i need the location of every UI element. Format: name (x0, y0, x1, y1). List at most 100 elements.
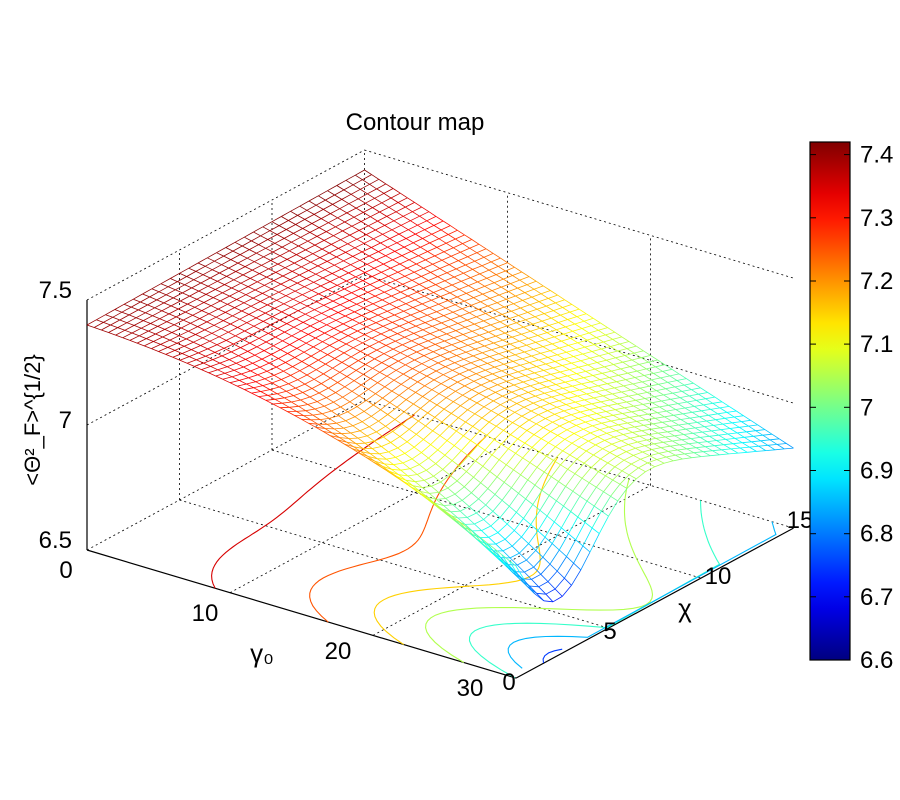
mesh-segment (358, 452, 367, 458)
mesh-segment (652, 423, 661, 429)
mesh-segment (294, 286, 305, 292)
mesh-segment (463, 272, 471, 278)
mesh-segment (241, 370, 251, 375)
mesh-segment (349, 395, 360, 403)
mesh-segment (450, 511, 459, 519)
mesh-segment (517, 438, 526, 444)
mesh-segment (696, 400, 704, 406)
mesh-segment (440, 292, 451, 297)
mesh-segment (233, 339, 243, 345)
mesh-segment (424, 385, 433, 391)
mesh-segment (529, 362, 537, 367)
mesh-segment (534, 484, 543, 491)
mesh-segment (646, 368, 654, 374)
mesh-segment (348, 366, 357, 371)
mesh-segment (332, 296, 343, 302)
colorbar-tick-label: 7.1 (860, 331, 893, 358)
mesh-segment (678, 373, 687, 379)
mesh-segment (168, 308, 179, 315)
mesh-segment (139, 330, 149, 337)
mesh-segment (513, 457, 524, 471)
mesh-segment (370, 378, 378, 384)
mesh-segment (382, 465, 390, 472)
mesh-segment (236, 359, 246, 364)
mesh-segment (165, 350, 176, 355)
mesh-segment (324, 269, 333, 274)
mesh-segment (340, 406, 349, 413)
mesh-segment (593, 448, 603, 456)
mesh-segment (305, 249, 313, 255)
mesh-segment (458, 285, 469, 290)
mesh-segment (386, 369, 397, 377)
mesh-segment (188, 326, 198, 332)
mesh-segment (193, 274, 204, 281)
mesh-segment (447, 355, 457, 360)
mesh-segment (482, 465, 491, 472)
mesh-segment (527, 467, 538, 481)
mesh-segment (617, 403, 625, 409)
mesh-segment (537, 515, 548, 532)
mesh-segment (524, 566, 534, 573)
mesh-segment (255, 284, 265, 291)
mesh-segment (400, 291, 409, 297)
mesh-segment (441, 413, 452, 423)
mesh-segment (278, 287, 289, 293)
mesh-segment (366, 326, 374, 331)
mesh-segment (351, 221, 362, 227)
mesh-segment (630, 387, 641, 391)
mesh-segment (492, 253, 501, 259)
mesh-segment (694, 404, 704, 407)
mesh-segment (644, 396, 655, 399)
mesh-segment (310, 325, 318, 330)
mesh-segment (500, 257, 508, 264)
mesh-segment (378, 178, 387, 185)
mesh-segment (550, 425, 560, 432)
mesh-segment (249, 342, 258, 348)
mesh-segment (274, 303, 284, 309)
x-tick-label: 20 (325, 638, 352, 665)
mesh-segment (263, 350, 272, 355)
mesh-segment (337, 382, 346, 388)
mesh-segment (560, 464, 568, 470)
mesh-segment (586, 391, 596, 395)
mesh-segment (364, 272, 373, 277)
mesh-segment (541, 489, 550, 496)
mesh-segment (257, 374, 266, 380)
mesh-segment (308, 334, 316, 339)
mesh-segment (615, 430, 624, 435)
mesh-segment (247, 252, 257, 259)
mesh-segment (427, 340, 436, 345)
mesh-segment (632, 432, 640, 437)
mesh-segment (586, 393, 594, 399)
mesh-segment (358, 296, 366, 301)
mesh-segment (162, 336, 171, 341)
mesh-segment (435, 344, 443, 349)
mesh-segment (374, 460, 383, 467)
mesh-segment (385, 255, 393, 261)
mesh-segment (474, 256, 485, 262)
mesh-segment (287, 348, 298, 354)
mesh-segment (580, 409, 590, 413)
mesh-segment (240, 347, 248, 352)
mesh-segment (255, 317, 264, 322)
mesh-segment (498, 350, 509, 355)
mesh-segment (467, 341, 478, 346)
mesh-segment (609, 374, 619, 378)
mesh-segment (519, 419, 530, 427)
mesh-segment (600, 401, 609, 407)
mesh-segment (347, 335, 356, 340)
mesh-segment (751, 440, 761, 443)
mesh-segment (335, 226, 343, 232)
mesh-segment (248, 314, 257, 319)
mesh-segment (479, 537, 487, 545)
mesh-segment (439, 264, 450, 269)
mesh-segment (474, 348, 483, 354)
mesh-segment (577, 395, 585, 401)
mesh-segment (662, 421, 670, 427)
mesh-segment (244, 261, 255, 267)
mesh-segment (542, 396, 552, 401)
mesh-segment (415, 233, 423, 239)
mesh-segment (230, 318, 240, 325)
mesh-segment (660, 377, 669, 383)
mesh-segment (281, 375, 291, 380)
